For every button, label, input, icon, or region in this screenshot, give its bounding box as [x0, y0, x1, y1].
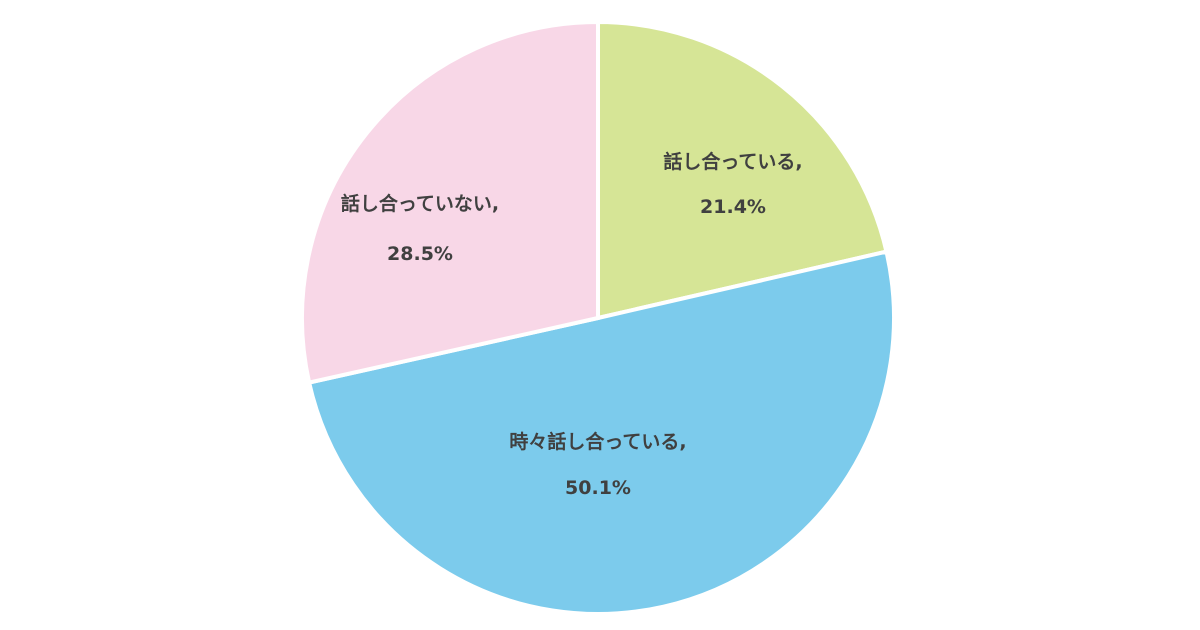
slice-label: 話し合っていない, — [341, 192, 499, 215]
pie-slice — [300, 19, 600, 385]
slice-label: 話し合っている, — [663, 150, 802, 173]
slice-value-label: 28.5% — [387, 243, 453, 265]
pie-slice — [596, 19, 889, 321]
pie-slice — [306, 249, 896, 617]
slice-label: 時々話し合っている, — [509, 430, 686, 453]
slice-value-label: 50.1% — [565, 477, 631, 499]
slice-value-label: 21.4% — [700, 196, 766, 218]
